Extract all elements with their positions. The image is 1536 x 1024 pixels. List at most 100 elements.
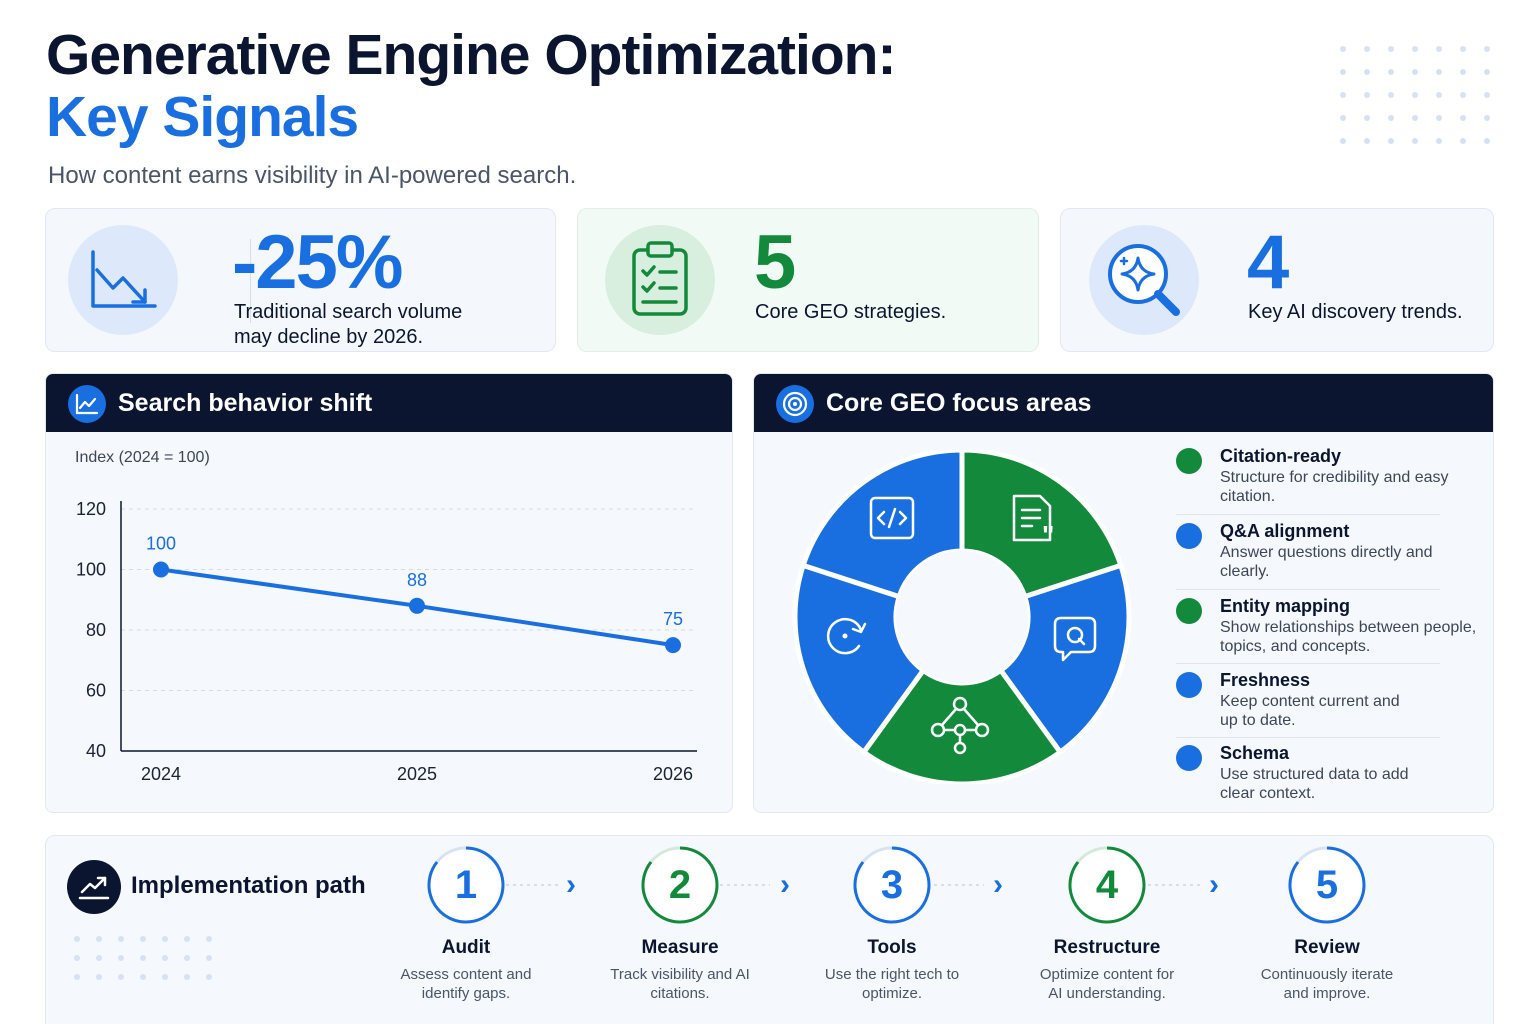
focus-areas-donut: " <box>792 450 1132 784</box>
x-tick-label: 2025 <box>397 764 437 784</box>
implementation-panel <box>45 835 1494 1024</box>
decorative-dot <box>96 955 102 961</box>
decorative-dot <box>162 936 168 942</box>
data-point <box>665 637 681 654</box>
decorative-dot <box>74 974 80 980</box>
decorative-dot <box>140 974 146 980</box>
legend-divider <box>1176 514 1440 515</box>
data-point <box>153 561 169 578</box>
decorative-dot <box>1436 138 1442 144</box>
decorative-dot <box>1364 46 1370 52</box>
decorative-dot <box>1388 69 1394 75</box>
panel-title: Core GEO focus areas <box>826 389 1092 417</box>
data-label: 100 <box>146 534 176 554</box>
decorative-dot <box>140 955 146 961</box>
step-number-badge: 1 <box>426 845 506 925</box>
y-tick-label: 60 <box>86 681 106 701</box>
step-label: Review <box>1294 937 1360 958</box>
decorative-dot <box>140 936 146 942</box>
refresh-icon <box>826 617 867 655</box>
panel-title: Search behavior shift <box>118 389 373 417</box>
decorative-dot <box>1340 115 1346 121</box>
decorative-dot <box>118 955 124 961</box>
legend-dot <box>1176 523 1202 549</box>
step-number-badge: 3 <box>852 845 932 925</box>
stat-text-line2: may decline by 2026. <box>234 326 424 348</box>
stat-value: 4 <box>1247 220 1289 305</box>
y-tick-label: 120 <box>76 499 106 519</box>
search-behavior-panel: Search behavior shift <box>45 373 733 813</box>
focus-item-desc: Use structured data to add clear context… <box>1220 766 1409 802</box>
focus-item-title: Freshness <box>1220 670 1311 690</box>
focus-item-desc: Answer questions directly and clearly. <box>1220 544 1433 580</box>
decorative-dot <box>1484 69 1490 75</box>
clipboard-checklist-icon <box>605 225 715 335</box>
decorative-dot <box>74 955 80 961</box>
decorative-dot <box>162 974 168 980</box>
step-label: Audit <box>441 937 491 958</box>
chart-subtitle: Index (2024 = 100) <box>75 449 210 466</box>
stat-card-trends: 4 Key AI discovery trends. <box>1060 208 1494 352</box>
decorative-dot <box>184 936 190 942</box>
legend-divider <box>1176 663 1440 664</box>
data-label: 75 <box>663 609 683 629</box>
stat-card-search-decline: -25% Traditional search volume may decli… <box>45 208 556 352</box>
magnifier-sparkle-icon <box>1089 225 1199 335</box>
decorative-dot <box>1460 138 1466 144</box>
focus-item-desc: Keep content current and up to date. <box>1220 693 1400 729</box>
chevron-right-icon: › <box>566 868 576 901</box>
page-title-accent: Key Signals <box>46 85 359 149</box>
focus-item-title: Citation-ready <box>1220 446 1342 466</box>
data-point <box>409 597 425 614</box>
decorative-dot <box>184 955 190 961</box>
x-tick-label: 2026 <box>653 764 693 784</box>
decorative-dot <box>1364 115 1370 121</box>
step-label: Measure <box>641 937 719 958</box>
legend-dot <box>1176 448 1202 474</box>
focus-item-desc: Structure for credibility and easy citat… <box>1220 469 1449 505</box>
focus-item-desc: Show relationships between people, topic… <box>1220 619 1477 655</box>
focus-item-title: Entity mapping <box>1220 596 1350 616</box>
step-desc: Assess content and identify gaps. <box>400 966 532 1002</box>
step-tools: 3 Tools Use the right tech to optimize. <box>792 845 992 1003</box>
decorative-dot <box>1340 138 1346 144</box>
step-number-badge: 4 <box>1067 845 1147 925</box>
y-tick-label: 40 <box>86 741 106 761</box>
stat-divider <box>250 239 251 323</box>
legend-dot <box>1176 672 1202 698</box>
search-volume-line-chart: Index (2024 = 100) 40 60 80 100 120 2024 2025 20… <box>75 449 697 784</box>
y-tick-label: 100 <box>76 560 106 580</box>
panel-header: Search behavior shift <box>46 374 732 432</box>
decorative-dot <box>206 974 212 980</box>
decorative-dot <box>1412 92 1418 98</box>
trend-down-icon <box>68 225 178 335</box>
decorative-dot <box>118 936 124 942</box>
legend-divider <box>1176 737 1440 738</box>
step-label: Tools <box>867 937 917 958</box>
step-number-badge: 2 <box>640 845 720 925</box>
x-tick-label: 2024 <box>141 764 181 784</box>
decorative-dot <box>206 936 212 942</box>
decorative-dot <box>1340 46 1346 52</box>
stat-text-line1: Traditional search volume <box>234 301 463 323</box>
decorative-dot <box>1436 115 1442 121</box>
stat-value: 5 <box>754 220 796 305</box>
decorative-dot <box>96 936 102 942</box>
decorative-dot <box>96 974 102 980</box>
panel-header: Core GEO focus areas <box>754 374 1493 432</box>
decorative-dot <box>1460 69 1466 75</box>
code-icon <box>869 496 915 540</box>
decorative-dot <box>1484 46 1490 52</box>
decorative-dot <box>1388 115 1394 121</box>
decorative-dot <box>1460 92 1466 98</box>
step-measure: 2 Measure Track visibility and AI citati… <box>580 845 780 1003</box>
page-title: Generative Engine Optimization: <box>46 23 896 87</box>
decorative-dot <box>1340 92 1346 98</box>
decorative-dot <box>1460 46 1466 52</box>
line-chart-icon <box>68 385 106 423</box>
decorative-dot <box>1340 69 1346 75</box>
decorative-dot <box>1364 92 1370 98</box>
decorative-dot-grid <box>1340 46 1490 144</box>
step-restructure: 4 Restructure Optimize content for AI un… <box>1007 845 1207 1003</box>
decorative-dot <box>206 955 212 961</box>
